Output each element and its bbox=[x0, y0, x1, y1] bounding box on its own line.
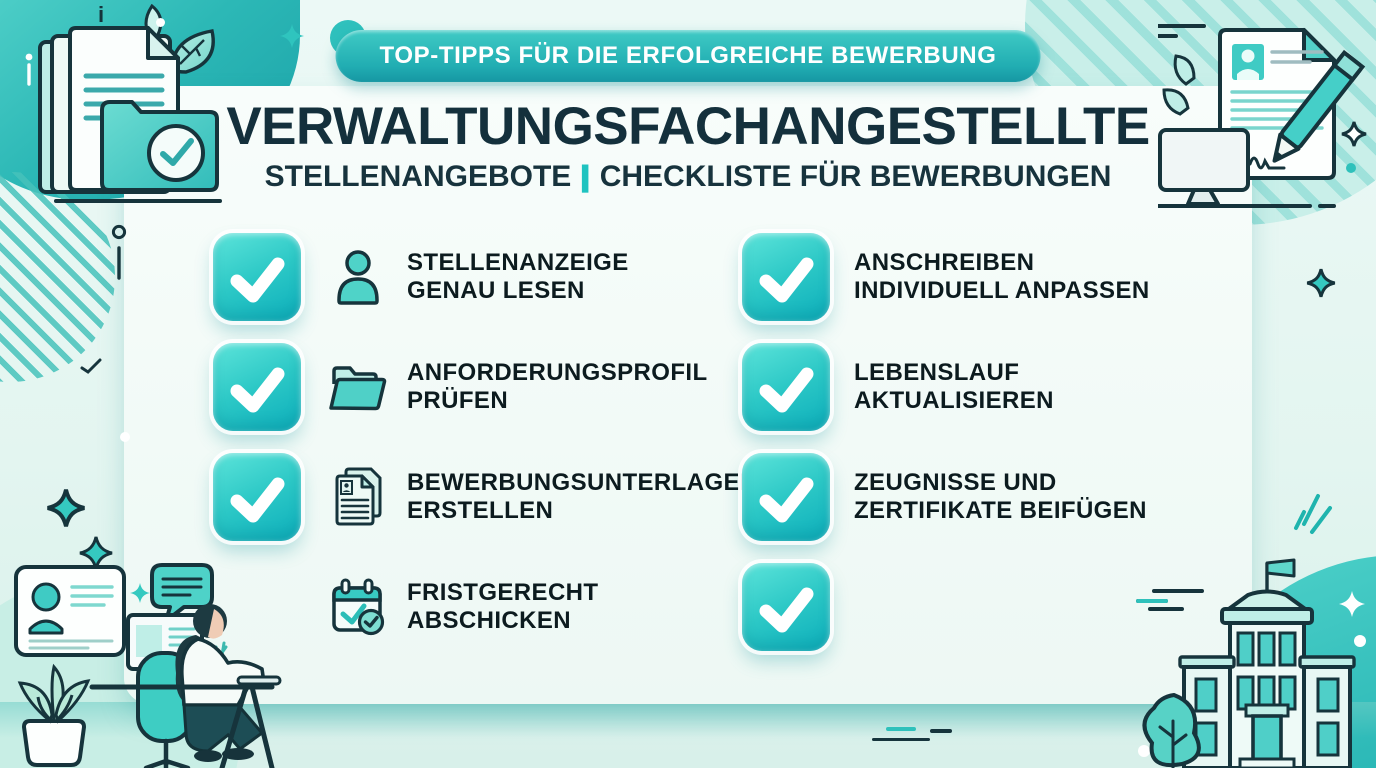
plant-leaves bbox=[17, 663, 91, 724]
subtitle-right: CHECKLISTE FÜR BEWERBUNGEN bbox=[599, 160, 1112, 193]
documents-icon bbox=[325, 466, 391, 528]
person-icon bbox=[325, 248, 391, 306]
keyboard-icon bbox=[236, 675, 282, 686]
monitor-icon bbox=[1158, 128, 1250, 192]
signature bbox=[1248, 156, 1286, 170]
sparkle-icon bbox=[47, 489, 85, 527]
check-icon bbox=[230, 477, 285, 523]
page-title: VERWALTUNGSFACHANGESTELLTE bbox=[226, 97, 1150, 156]
checklist-row: FRISTGERECHT ABSCHICKEN bbox=[213, 562, 758, 652]
check-icon bbox=[230, 257, 285, 303]
tick-mark-icon bbox=[80, 358, 102, 374]
page-subtitle: STELLENANGEBOTE | CHECKLISTE FÜR BEWERBUNG… bbox=[124, 160, 1252, 194]
check-icon bbox=[230, 367, 285, 413]
sparkle-icon bbox=[1306, 268, 1336, 298]
checklist-item-label: ANSCHREIBEN INDIVIDUELL ANPASSEN bbox=[854, 249, 1150, 304]
checklist-item-label: ZEUGNISSE UND ZERTIFIKATE BEIFÜGEN bbox=[854, 469, 1147, 524]
subtitle-left: STELLENANGEBOTE bbox=[264, 160, 572, 193]
checklist-row: LEBENSLAUF AKTUALISIEREN bbox=[742, 342, 1150, 432]
building-illustration bbox=[1136, 558, 1366, 768]
checklist-row bbox=[742, 562, 1150, 652]
sparkle-icon bbox=[130, 583, 150, 603]
calendar-check-icon bbox=[325, 576, 391, 638]
folder-icon bbox=[325, 360, 391, 414]
building-door bbox=[1251, 714, 1283, 764]
woman-at-desk-illustration bbox=[14, 536, 282, 768]
sparkle-icon bbox=[79, 536, 113, 570]
info-mark-icon: i bbox=[98, 2, 105, 27]
sparkle-icon bbox=[1339, 591, 1365, 617]
slash-lines-icon bbox=[1294, 494, 1332, 534]
checklist-item-label: STELLENANZEIGE GENAU LESEN bbox=[407, 249, 629, 304]
checklist-row: STELLENANZEIGE GENAU LESEN bbox=[213, 232, 758, 322]
decor-dash bbox=[886, 727, 916, 731]
resume-illustration bbox=[1158, 24, 1367, 208]
checklist-item-label: FRISTGERECHT ABSCHICKEN bbox=[407, 579, 599, 634]
pencil-icon bbox=[1272, 49, 1366, 163]
plant-pot bbox=[21, 719, 87, 767]
checklist-row: ANFORDERUNGSPROFIL PRÜFEN bbox=[213, 342, 758, 432]
checklist-row: ZEUGNISSE UND ZERTIFIKATE BEIFÜGEN bbox=[742, 452, 1150, 542]
sparkle-icon bbox=[1341, 121, 1367, 147]
check-icon bbox=[759, 367, 814, 413]
checklist-item-label: ANFORDERUNGSPROFIL PRÜFEN bbox=[407, 359, 708, 414]
flag-icon bbox=[1265, 558, 1296, 578]
check-circle-icon bbox=[147, 124, 205, 182]
checklist-row: BEWERBUNGSUNTERLAGEN ERSTELLEN bbox=[213, 452, 758, 542]
decor-dot bbox=[156, 18, 165, 27]
top-banner: TOP-TIPPS FÜR DIE ERFOLGREICHE BEWERBUNG bbox=[335, 30, 1041, 82]
sparkle-icon bbox=[280, 24, 304, 48]
building-windows bbox=[1236, 631, 1297, 711]
check-icon bbox=[759, 587, 814, 633]
subtitle-divider: | bbox=[578, 160, 593, 193]
decor-dash bbox=[930, 729, 952, 733]
checked-checkbox bbox=[742, 563, 830, 651]
check-icon bbox=[759, 257, 814, 303]
checked-checkbox bbox=[213, 233, 301, 321]
check-icon bbox=[759, 477, 814, 523]
top-banner-label: TOP-TIPPS FÜR DIE ERFOLGREICHE BEWERBUNG bbox=[379, 42, 997, 69]
checked-checkbox bbox=[742, 233, 830, 321]
checklist-left-column: STELLENANZEIGE GENAU LESEN ANFORDERUNGSPR… bbox=[213, 232, 758, 672]
checklist-row: ANSCHREIBEN INDIVIDUELL ANPASSEN bbox=[742, 232, 1150, 322]
checked-checkbox bbox=[213, 343, 301, 431]
pin-mark-icon bbox=[111, 224, 127, 280]
leaf-icon bbox=[1173, 54, 1196, 86]
leaf-icon bbox=[1162, 88, 1190, 116]
exclamation-mark-icon bbox=[25, 53, 33, 86]
checklist-item-label: BEWERBUNGSUNTERLAGEN ERSTELLEN bbox=[407, 469, 758, 524]
checked-checkbox bbox=[742, 343, 830, 431]
checklist-item-label: LEBENSLAUF AKTUALISIEREN bbox=[854, 359, 1054, 414]
decor-dash bbox=[872, 738, 930, 741]
checklist-right-column: ANSCHREIBEN INDIVIDUELL ANPASSEN LEBENSLA… bbox=[742, 232, 1150, 672]
folder-documents-illustration bbox=[38, 4, 222, 203]
decor-dot bbox=[120, 432, 130, 442]
checked-checkbox bbox=[742, 453, 830, 541]
checked-checkbox bbox=[213, 453, 301, 541]
content-panel bbox=[124, 86, 1252, 704]
